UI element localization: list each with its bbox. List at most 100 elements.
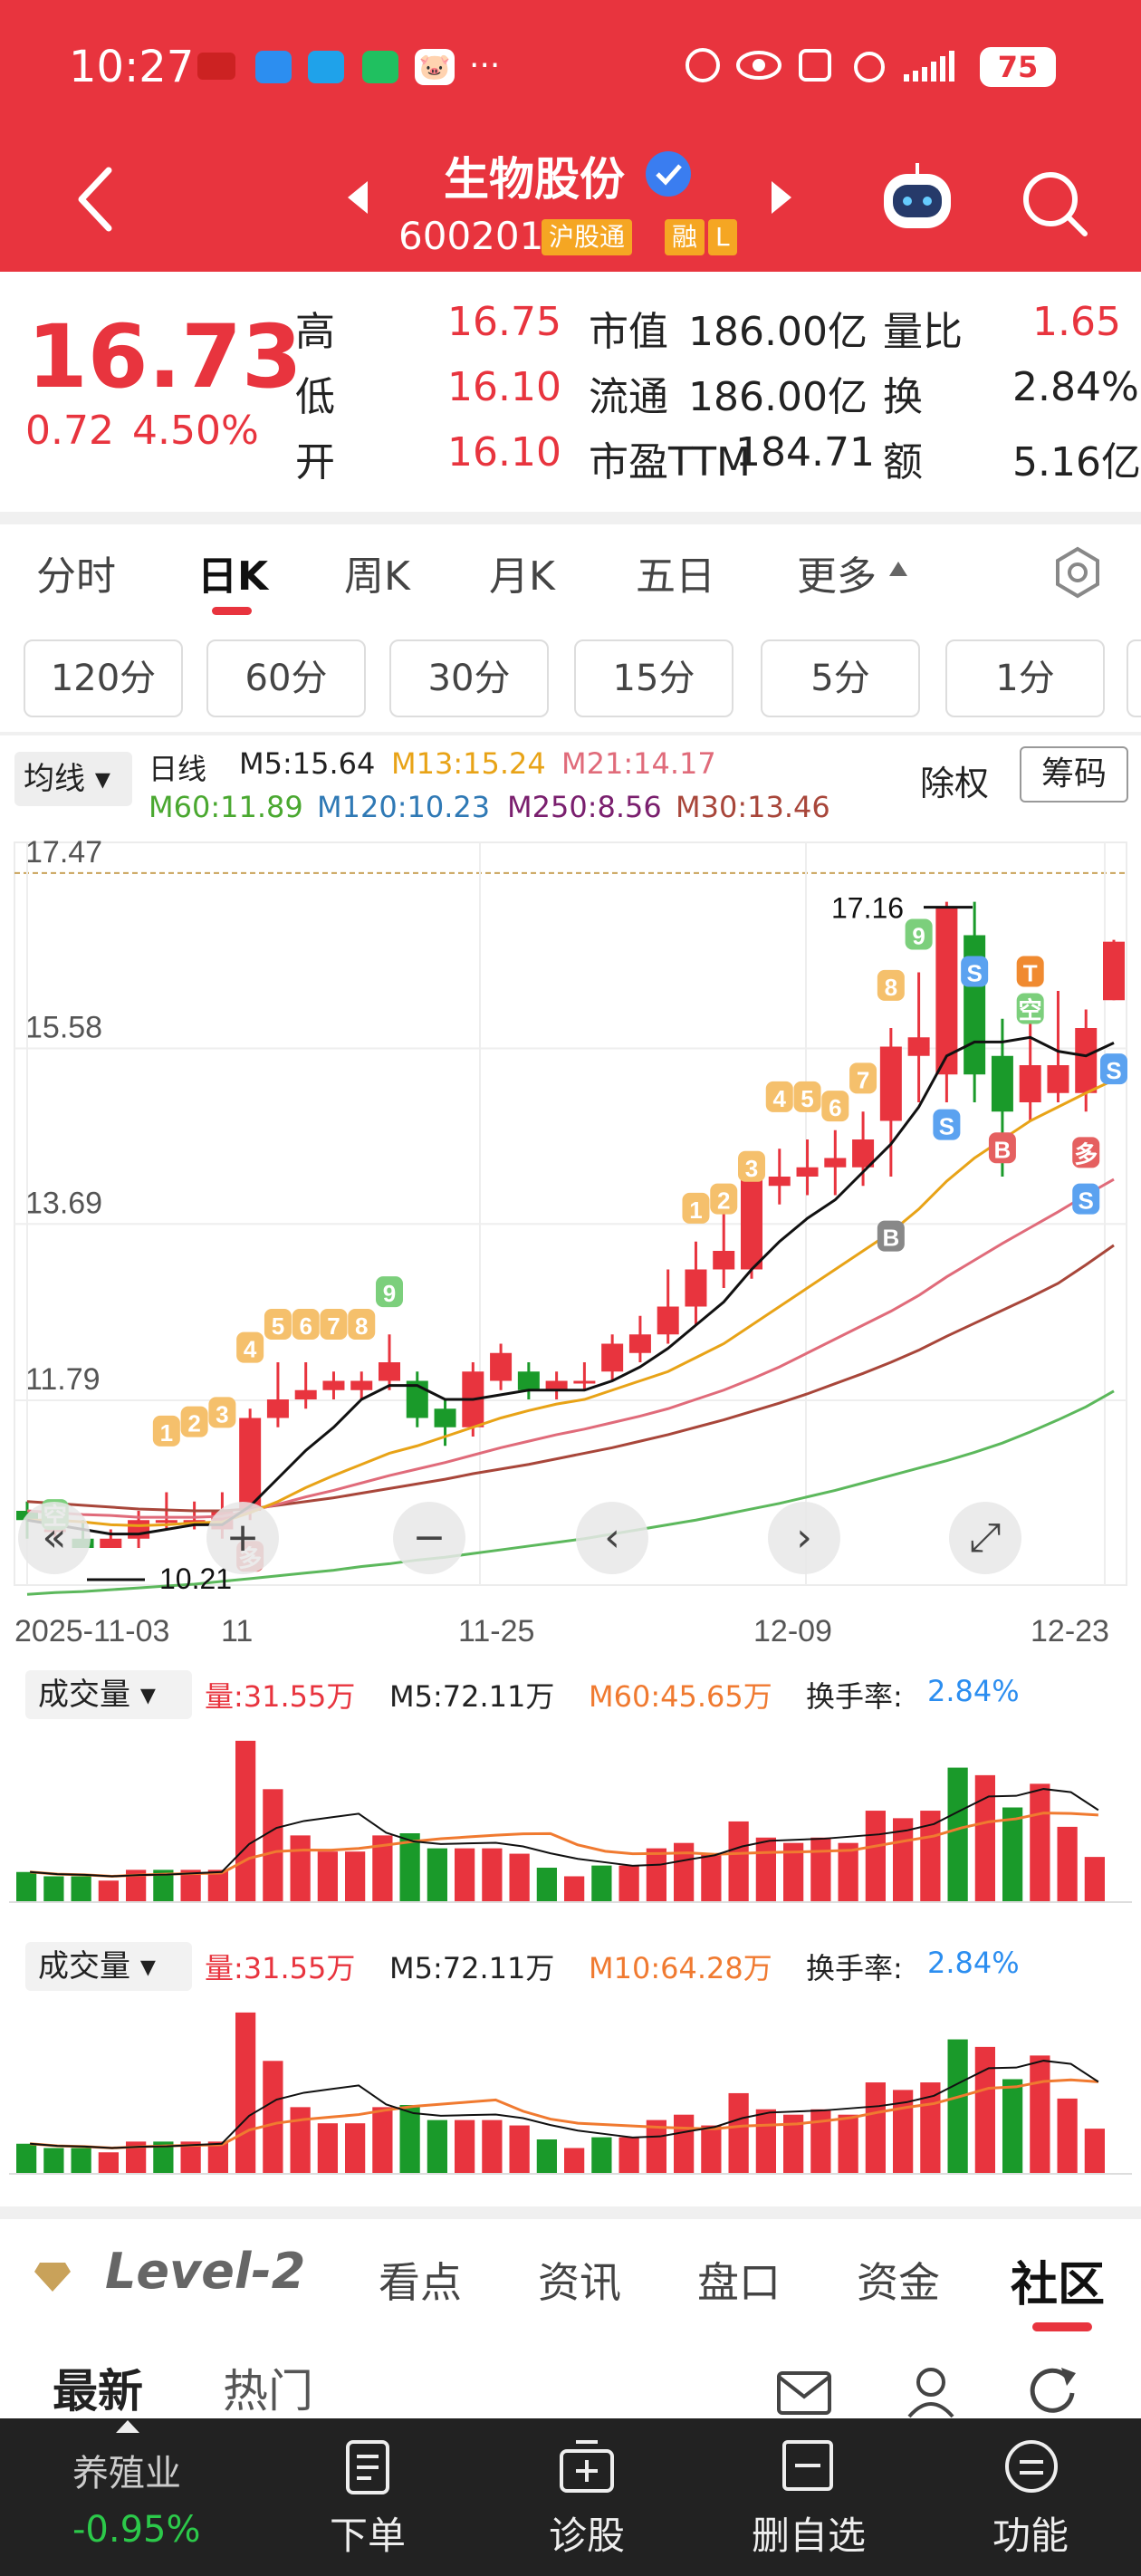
volume-panel-1: 成交量 ▾ 量:31.55万 M5:72.11万 M60:45.65万 换手率:… xyxy=(0,1658,1141,1929)
tab-month-k[interactable]: 月K xyxy=(489,553,555,600)
message-notification-icon xyxy=(255,51,292,83)
robot-assistant-icon[interactable] xyxy=(877,158,958,239)
pan-left-button[interactable] xyxy=(576,1502,648,1574)
candle-body xyxy=(1047,1065,1069,1093)
volume-bar xyxy=(98,2152,119,2174)
prev-stock-icon[interactable] xyxy=(344,179,371,216)
tab-hot[interactable]: 热门 xyxy=(223,2365,313,2417)
search-icon[interactable] xyxy=(1018,167,1090,239)
td-marker-2b-bg xyxy=(710,1183,738,1215)
margin-badge: 融 xyxy=(665,219,705,255)
td-marker-7b-bg xyxy=(849,1062,877,1094)
td-marker-1a: 1 xyxy=(160,1419,173,1447)
td-marker-1b-bg xyxy=(682,1192,710,1224)
ma-type-select[interactable]: 均线 ▾ xyxy=(14,752,132,806)
ma21-line xyxy=(26,1177,1115,1519)
back-arrow-icon[interactable] xyxy=(72,163,118,235)
buy-marker-bg xyxy=(988,1132,1016,1164)
tab-fenshi[interactable]: 分时 xyxy=(36,553,116,600)
volume-bar xyxy=(126,2141,147,2174)
volume-select-1[interactable]: 成交量 ▾ xyxy=(25,1670,192,1719)
volume-bar xyxy=(16,1871,37,1902)
td-marker-2a-bg xyxy=(180,1406,208,1437)
volume-bar xyxy=(728,2092,749,2174)
nav-order[interactable]: 下单 xyxy=(330,2514,407,2558)
tab-day-k[interactable]: 日K xyxy=(197,553,269,600)
zoom-out-button[interactable] xyxy=(393,1502,465,1574)
x-tick-label: 11-25 xyxy=(458,1614,534,1648)
sell-marker-bg xyxy=(1072,1183,1100,1215)
tab-five-day[interactable]: 五日 xyxy=(636,553,715,600)
volume-bar xyxy=(1002,1807,1023,1902)
divider xyxy=(0,732,1141,735)
tab-more[interactable]: 更多 xyxy=(797,553,877,600)
td-marker-9-bg xyxy=(376,1276,403,1308)
volume-panel-2: 成交量 ▾ 量:31.55万 M5:72.11万 M10:64.28万 换手率:… xyxy=(0,1929,1141,2201)
order-icon xyxy=(346,2440,389,2494)
active-tab-indicator xyxy=(212,607,252,615)
tab-community[interactable]: 社区 xyxy=(1011,2258,1106,2312)
interval-15-button[interactable]: 15分 xyxy=(574,639,734,717)
interval-overflow[interactable] xyxy=(1127,639,1141,717)
pan-right-button[interactable] xyxy=(768,1502,840,1574)
open-label: 开 xyxy=(295,439,335,485)
interval-1-button[interactable]: 1分 xyxy=(945,639,1105,717)
volume-bar xyxy=(674,1842,695,1902)
tab-funds[interactable]: 资金 xyxy=(857,2258,940,2307)
chuquan-button[interactable]: 除权 xyxy=(920,764,990,803)
interval-120-button[interactable]: 120分 xyxy=(24,639,183,717)
volume-bar xyxy=(71,1876,91,1902)
tab-latest[interactable]: 最新 xyxy=(53,2365,143,2417)
interval-30-button[interactable]: 30分 xyxy=(389,639,549,717)
zoom-out-left-button[interactable] xyxy=(18,1502,91,1574)
vol-ma5-2: M5:72.11万 xyxy=(389,1951,555,1985)
user-icon[interactable] xyxy=(904,2364,958,2418)
chouma-button[interactable]: 筹码 xyxy=(1020,746,1128,803)
volume-value-1: 量:31.55万 xyxy=(205,1679,356,1714)
tab-pankou[interactable]: 盘口 xyxy=(697,2258,781,2307)
high-value: 16.75 xyxy=(447,299,561,345)
up-caret-icon xyxy=(116,2420,139,2433)
stock-code: 600201 xyxy=(398,214,544,258)
fullscreen-button[interactable] xyxy=(949,1502,1021,1574)
industry-name[interactable]: 养殖业 xyxy=(72,2453,181,2494)
volume-bar xyxy=(427,1848,447,1902)
mail-icon[interactable] xyxy=(775,2369,833,2415)
zoom-in-button[interactable] xyxy=(206,1502,279,1574)
td-marker-8b: 8 xyxy=(885,974,897,1001)
vol-ma60-1: M60:45.65万 xyxy=(589,1679,772,1714)
volume-select-2[interactable]: 成交量 ▾ xyxy=(25,1942,192,1991)
sell-marker-bg xyxy=(1100,1053,1127,1085)
candle-body xyxy=(768,1177,791,1187)
industry-change: -0.95% xyxy=(72,2509,201,2551)
level2-tab[interactable]: Level-2 xyxy=(105,2243,306,2300)
candle-body xyxy=(128,1520,150,1539)
interval-5-button[interactable]: 5分 xyxy=(761,639,920,717)
candle-body xyxy=(879,1046,902,1121)
volume-bar xyxy=(1084,1857,1105,1902)
tab-week-k[interactable]: 周K xyxy=(344,553,410,600)
nav-diagnose[interactable]: 诊股 xyxy=(549,2514,626,2558)
tab-news[interactable]: 资讯 xyxy=(538,2258,621,2307)
ma250-value: M250:8.56 xyxy=(507,790,662,824)
refresh-icon[interactable] xyxy=(1025,2364,1083,2418)
volume-bar xyxy=(263,1789,283,1902)
interval-60-button[interactable]: 60分 xyxy=(206,639,366,717)
hd-icon xyxy=(686,48,720,82)
nav-function[interactable]: 功能 xyxy=(992,2514,1069,2558)
feed-tabs: 最新 热门 xyxy=(0,2346,1141,2418)
kline-chart[interactable]: 17.47 15.58 13.69 11.79 17.16 10.21 4 5 6 7 8 9 1 2 3 1… xyxy=(0,833,1141,1648)
volume-bar xyxy=(317,1851,338,1902)
td-marker-1a-bg xyxy=(152,1415,180,1447)
nav-remove-watchlist[interactable]: 删自选 xyxy=(752,2514,867,2558)
volume-bar xyxy=(290,2107,311,2174)
price-change-pct: 4.50% xyxy=(132,408,259,454)
caret-down-icon: ▾ xyxy=(139,1677,156,1713)
settings-icon[interactable] xyxy=(1050,545,1105,600)
tab-kandian[interactable]: 看点 xyxy=(379,2258,462,2307)
zoom-out-left-button-glyph: « xyxy=(43,1514,67,1561)
next-stock-icon[interactable] xyxy=(768,179,795,216)
vol-ma5-1: M5:72.11万 xyxy=(389,1679,555,1714)
volume-bar xyxy=(153,1870,174,1902)
